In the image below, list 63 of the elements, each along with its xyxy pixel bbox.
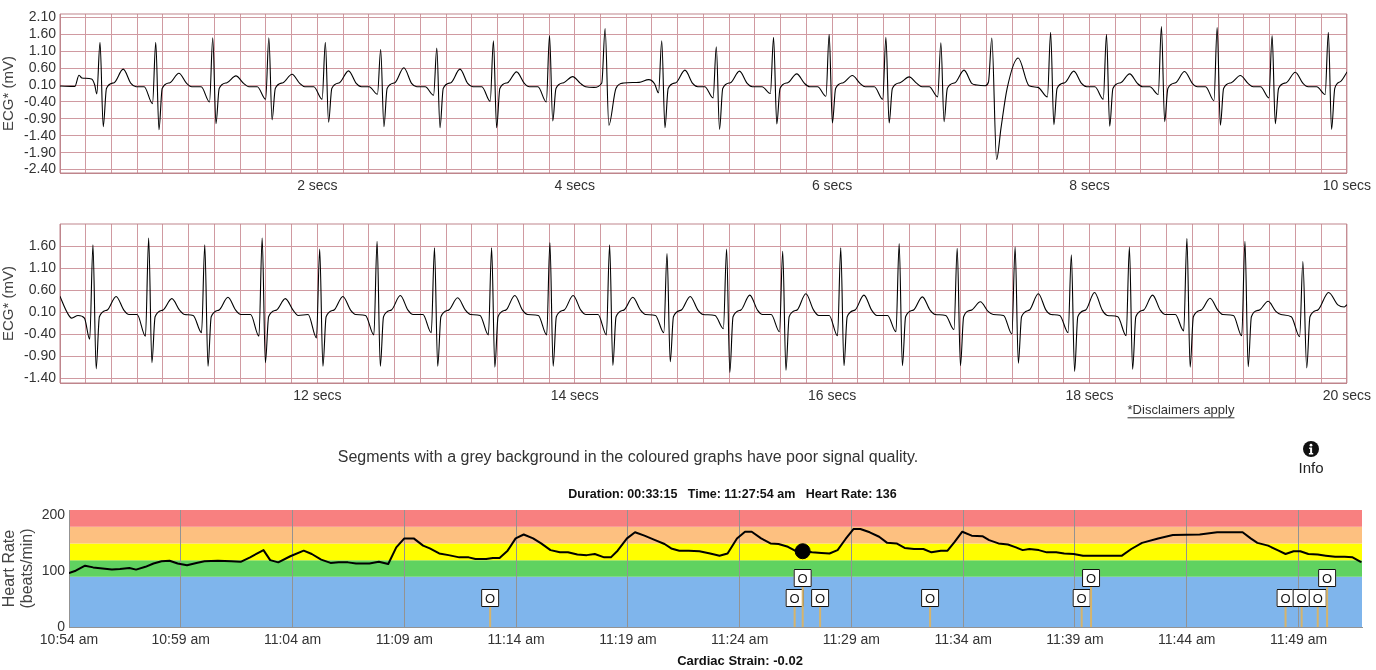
y-tick-label: 0.60 [28,281,57,298]
y-axis-title: ECG* (mV) [0,56,16,131]
y-tick-label: -0.90 [24,109,57,126]
y-tick-label: -0.90 [24,347,57,364]
y-tick-label: -1.90 [24,143,57,160]
annotation: O [789,590,800,606]
x-tick-label: 12 secs [293,387,342,404]
annotation: O [485,590,496,606]
annotation: O [925,590,936,606]
x-tick-label: 11:24 am [710,631,769,648]
annotation: O [1086,570,1097,586]
y-tick-label: 0 [57,617,66,634]
annotation: O [1076,590,1087,606]
chart-title: Duration: 00:33:15 Time: 11:27:54 am Heart Rate: 136 [568,487,897,502]
y-tick-label: 0.10 [28,303,57,320]
x-tick-label: 11:34 am [934,631,992,648]
y-tick-label: 2.10 [28,8,57,25]
text: Info [1298,459,1324,477]
y-tick-label: -0.40 [24,325,57,342]
text: *Disclaimers apply [1127,401,1235,417]
annotation: O [1296,590,1307,606]
annotation: O [1280,590,1291,606]
y-axis-title: Heart Rate (beats/min) [0,528,36,609]
y-tick-label: 1.10 [28,42,57,59]
y-tick-label: -0.40 [24,92,57,109]
annotation: O [815,590,826,606]
annotation: O [797,570,808,586]
y-tick-label: -1.40 [24,369,57,386]
y-tick-label: 1.10 [28,259,57,276]
x-tick-label: 11:44 am [1158,631,1216,648]
text: Segments with a grey background in the coloured graphs have poor signal quality. [337,448,919,466]
line-series [60,237,1347,373]
x-tick-label: 2 secs [297,177,338,194]
y-tick-label: 200 [41,506,66,523]
x-tick-label: 10:59 am [151,631,210,648]
x-tick-label: 18 secs [1065,387,1114,404]
x-tick-label: 20 secs [1322,387,1371,404]
y-tick-label: 0.60 [28,58,57,75]
y-tick-label: 100 [41,562,66,579]
x-tick-label: 10 secs [1322,177,1371,194]
x-tick-label: 10:54 am [39,631,99,648]
x-tick-label: 4 secs [554,177,595,194]
annotation: O [1322,570,1333,586]
x-tick-label: 11:39 am [1046,631,1104,648]
x-tick-label: 11:04 am [263,631,322,648]
x-tick-label: 11:49 am [1269,631,1328,648]
y-tick-label: 1.60 [28,25,57,42]
y-tick-label: -2.40 [24,160,57,177]
x-tick-label: 11:14 am [487,631,545,648]
annotation: O [1312,590,1323,606]
x-tick-label: 11:09 am [375,631,433,648]
x-tick-label: 11:29 am [822,631,881,648]
x-tick-label: 8 secs [1069,177,1110,194]
y-tick-label: -1.40 [24,126,57,143]
x-tick-label: 11:19 am [599,631,657,648]
x-tick-label: 16 secs [808,387,857,404]
x-tick-label: 6 secs [811,177,853,194]
x-tick-label: 14 secs [550,387,599,404]
line-series [60,25,1347,161]
text: Cardiac Strain: -0.02 [677,652,803,668]
y-tick-label: 1.60 [28,236,57,253]
y-tick-label: 0.10 [28,75,57,92]
y-axis-title: ECG* (mV) [0,266,16,341]
